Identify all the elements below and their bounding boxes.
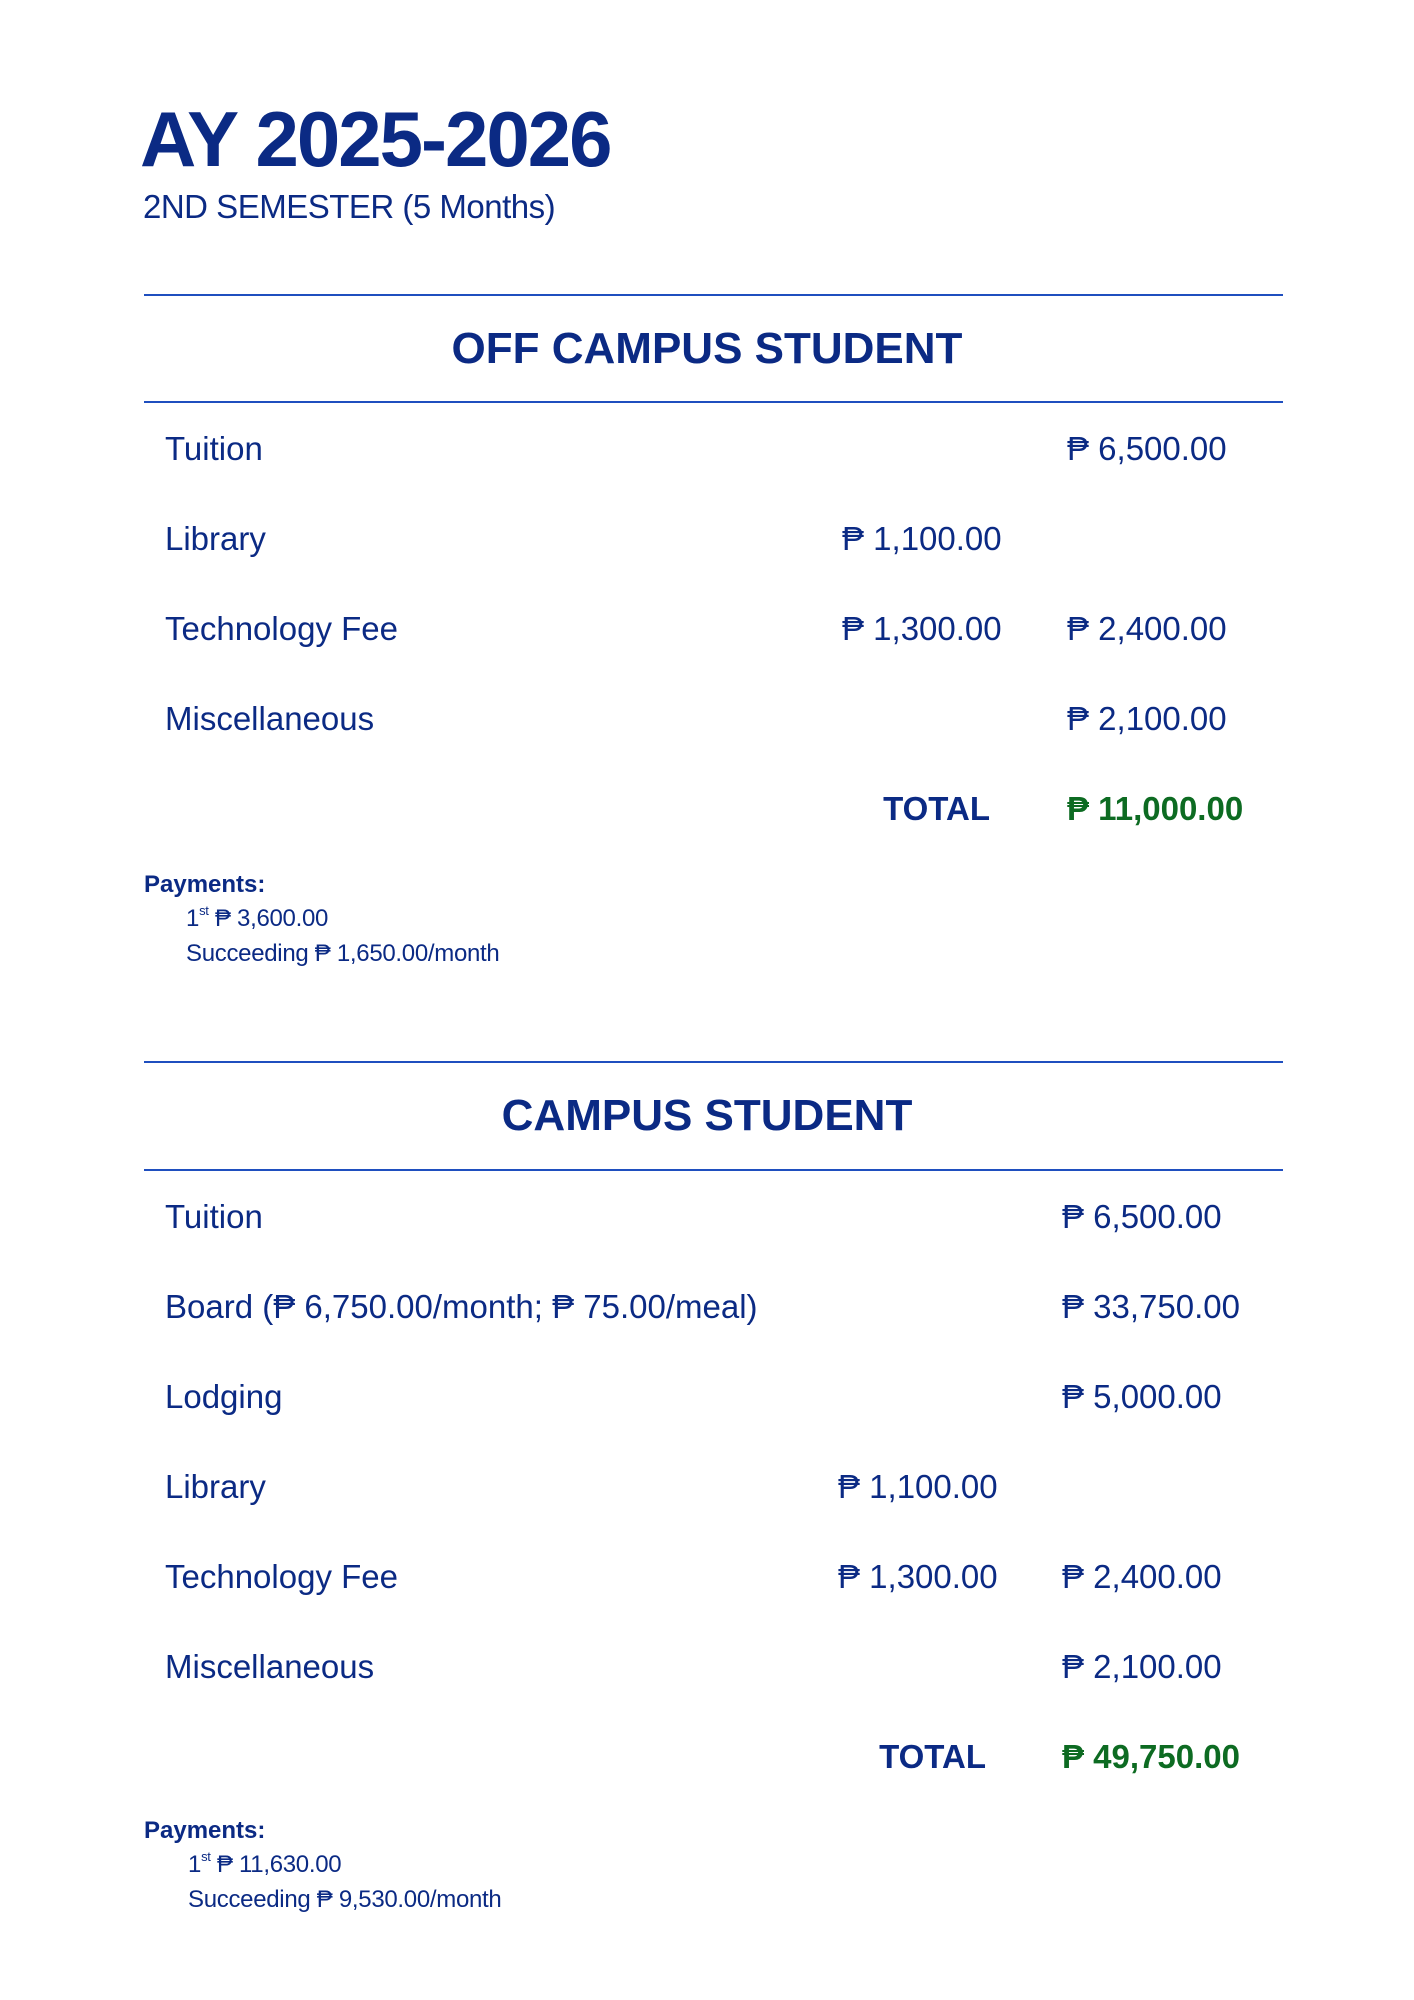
fee-subamount: ₱ 1,300.00	[838, 1558, 998, 1595]
first-payment-amount: ₱ 3,600.00	[214, 905, 329, 932]
fee-label: Miscellaneous	[165, 700, 375, 737]
succeeding-payment: Succeeding ₱ 9,530.00/month	[188, 1886, 502, 1913]
fee-label: Tuition	[165, 430, 263, 467]
first-payment: 1st ₱ 3,600.00	[186, 904, 329, 932]
ordinal-suffix: st	[201, 1849, 211, 1864]
fee-label: Technology Fee	[165, 1558, 398, 1595]
section-heading-off-campus: OFF CAMPUS STUDENT	[451, 324, 963, 373]
fee-subamount: ₱ 1,300.00	[842, 610, 1002, 647]
ordinal-suffix: st	[199, 903, 209, 918]
total-amount: ₱ 11,000.00	[1067, 790, 1244, 827]
divider	[144, 401, 1283, 403]
ordinal-number: 1	[186, 905, 200, 932]
divider	[144, 294, 1283, 296]
fee-amount: ₱ 5,000.00	[1062, 1378, 1222, 1415]
fee-label: Miscellaneous	[165, 1648, 375, 1685]
ordinal-number: 1	[188, 1851, 202, 1878]
fee-amount: ₱ 2,100.00	[1062, 1648, 1222, 1685]
first-payment: 1st ₱ 11,630.00	[188, 1850, 342, 1878]
fee-label: Tuition	[165, 1198, 263, 1235]
payments-label: Payments:	[144, 871, 266, 898]
fee-amount: ₱ 6,500.00	[1067, 430, 1227, 467]
first-payment-amount: ₱ 11,630.00	[216, 1851, 342, 1878]
payments-label: Payments:	[144, 1817, 266, 1844]
fee-amount: ₱ 2,400.00	[1062, 1558, 1222, 1595]
succeeding-payment: Succeeding ₱ 1,650.00/month	[186, 940, 500, 967]
divider	[144, 1169, 1283, 1171]
fee-label: Board (₱ 6,750.00/month; ₱ 75.00/meal)	[165, 1288, 758, 1325]
divider	[144, 1061, 1283, 1063]
page-subtitle: 2ND SEMESTER (5 Months)	[143, 188, 556, 225]
fee-label: Technology Fee	[165, 610, 398, 647]
page-title: AY 2025-2026	[140, 95, 612, 183]
fee-amount: ₱ 2,100.00	[1067, 700, 1227, 737]
fee-label: Library	[165, 520, 266, 557]
fee-label: Lodging	[165, 1378, 283, 1415]
fee-amount: ₱ 6,500.00	[1062, 1198, 1222, 1235]
fee-label: Library	[165, 1468, 266, 1505]
total-label: TOTAL	[879, 1738, 986, 1775]
fee-subamount: ₱ 1,100.00	[842, 520, 1002, 557]
fee-subamount: ₱ 1,100.00	[838, 1468, 998, 1505]
section-heading-campus: CAMPUS STUDENT	[501, 1091, 913, 1140]
total-amount: ₱ 49,750.00	[1062, 1738, 1240, 1775]
total-label: TOTAL	[883, 790, 990, 827]
fee-amount: ₱ 33,750.00	[1062, 1288, 1240, 1325]
fee-amount: ₱ 2,400.00	[1067, 610, 1227, 647]
